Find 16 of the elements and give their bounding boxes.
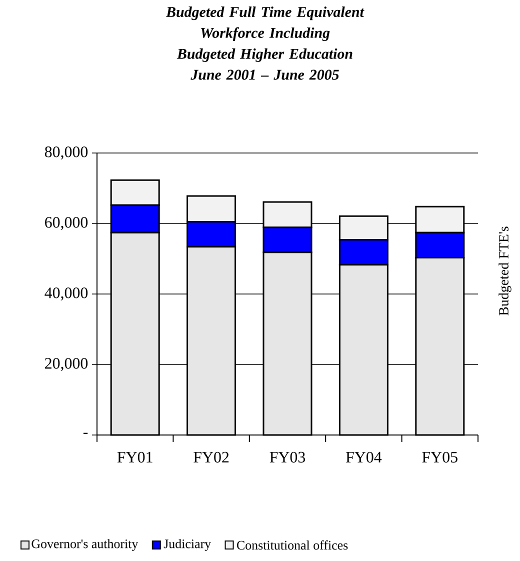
chart-title: Budgeted Full Time Equivalent Workforce Including Budgeted Higher Education [166,6,364,62]
y-tick-label: 80,000 [44,146,88,160]
x-tick-label: FY01 [117,452,152,463]
y-tick-label: - [83,432,88,434]
y-tick-label: 40,000 [44,287,88,301]
x-tick-label: FY05 [422,452,458,463]
legend-label: Judiciary [164,539,212,551]
legend-label: Governor's authority [32,539,138,551]
chart-subtitle: June 2001 – June 2005 [190,70,339,80]
x-tick-label: FY02 [194,452,229,463]
legend-label: Constitutional offices [237,540,348,550]
y-tick-label: 60,000 [45,216,88,230]
x-tick-label: FY03 [270,452,306,463]
y-tick-label: 20,000 [45,358,88,372]
x-tick-label: FY04 [346,452,382,463]
y-axis-title: Budgeted FTE's [498,226,512,316]
